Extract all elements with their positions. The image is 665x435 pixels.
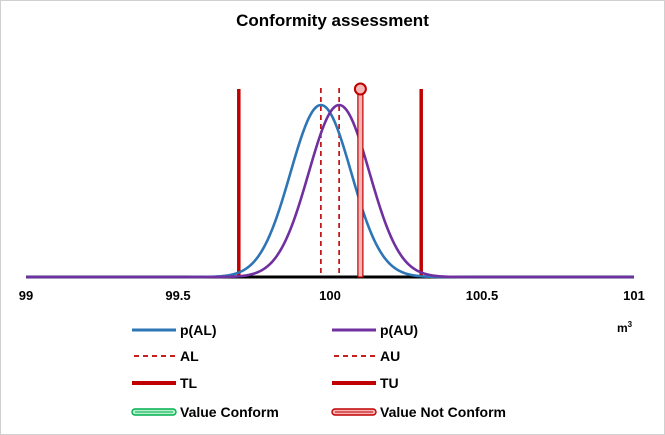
legend-swatch — [334, 355, 376, 357]
legend-item-value-not-conform: Value Not Conform — [330, 402, 506, 422]
x-tick-label: 99.5 — [165, 288, 191, 303]
legend-label: Value Conform — [180, 404, 279, 420]
legend-label: p(AL) — [180, 322, 217, 338]
legend-label: p(AU) — [380, 322, 419, 338]
x-tick-label: 100.5 — [465, 288, 499, 303]
curve-p-al — [26, 103, 634, 279]
unit-exponent: 3 — [627, 320, 633, 329]
legend-item-al: AL — [130, 346, 199, 366]
unit-base: m — [617, 321, 628, 335]
legend-label: TL — [180, 375, 198, 391]
x-tick-label: 101 — [623, 288, 645, 303]
marker-bar-value-not-conform — [357, 88, 364, 278]
legend-item-p-al: p(AL) — [130, 320, 217, 340]
legend-item-p-au: p(AU) — [330, 320, 418, 340]
legend-label: AU — [380, 348, 401, 364]
chart-title: Conformity assessment — [236, 11, 429, 30]
curve-p-au — [26, 103, 634, 279]
legend-swatch — [132, 328, 176, 332]
legend-swatch — [131, 408, 177, 416]
legend-swatch — [332, 328, 376, 332]
x-tick-label: 99 — [18, 288, 34, 303]
legend-swatch — [132, 381, 176, 385]
marker-dot-value-not-conform — [353, 82, 367, 96]
legend-label: AL — [180, 348, 199, 364]
legend-swatch — [332, 381, 376, 385]
legend-label: Value Not Conform — [380, 404, 507, 420]
x-tick-label: 100 — [319, 288, 341, 303]
legend-swatch — [331, 408, 377, 416]
axis-unit: m3 — [617, 320, 632, 335]
legend-label: TU — [380, 375, 399, 391]
legend-swatch — [134, 355, 176, 357]
legend-item-au: AU — [330, 346, 400, 366]
legend-item-value-conform: Value Conform — [130, 402, 279, 422]
legend-item-tu: TU — [330, 373, 399, 393]
legend-item-tl: TL — [130, 373, 197, 393]
